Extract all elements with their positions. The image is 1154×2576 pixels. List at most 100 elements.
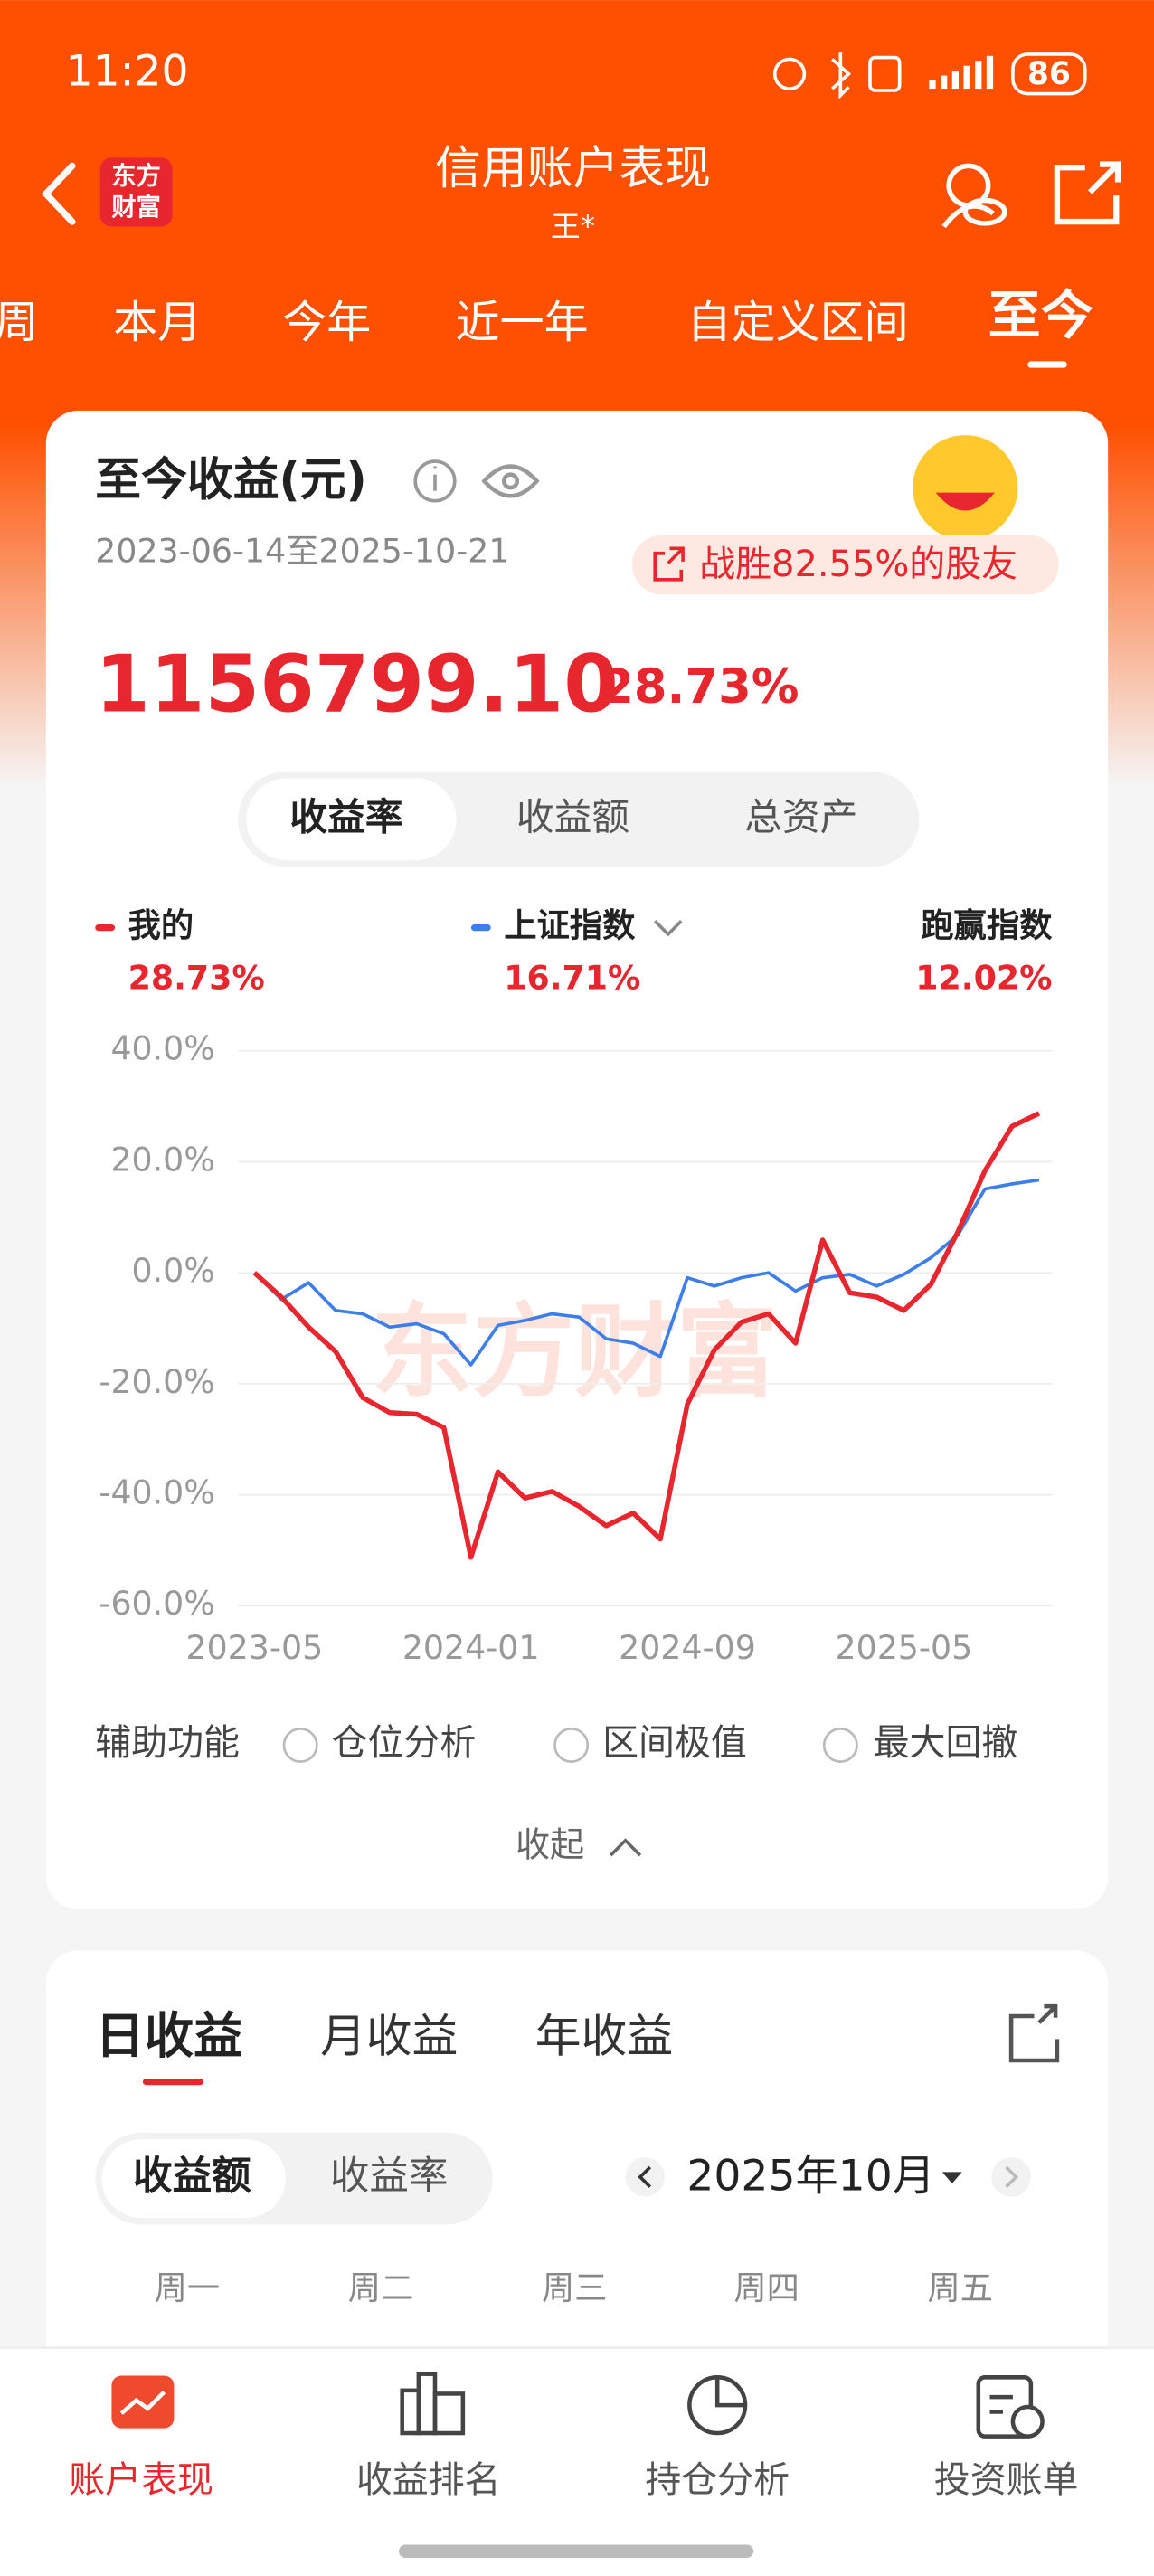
daily-mode[interactable]: 收益额 bbox=[133, 2155, 251, 2200]
collapse-button[interactable]: 收起 bbox=[516, 1825, 584, 1865]
radio[interactable] bbox=[282, 1727, 318, 1764]
home-indicator bbox=[399, 2544, 754, 2558]
nav-icon-line bbox=[119, 2391, 166, 2415]
summary-title: 至今收益(元) bbox=[95, 453, 367, 507]
y-tick-label: -40.0% bbox=[99, 1473, 214, 1512]
y-tick-label: 40.0% bbox=[110, 1029, 214, 1068]
nav-icon bbox=[111, 2375, 175, 2429]
daily-tab-indicator bbox=[142, 2078, 204, 2086]
weekday: 周一 bbox=[155, 2268, 221, 2307]
period-tab[interactable]: 本月 bbox=[113, 297, 202, 348]
rank-badge[interactable] bbox=[631, 535, 1059, 595]
mode-toggle-active bbox=[246, 778, 457, 861]
period-tab-active[interactable]: 至今 bbox=[988, 284, 1093, 346]
tab-indicator bbox=[1027, 361, 1067, 368]
x-tick-label: 2025-05 bbox=[836, 1628, 973, 1667]
account-button[interactable] bbox=[941, 163, 1007, 229]
x-tick-label: 2023-05 bbox=[186, 1628, 324, 1667]
nav-icon bbox=[687, 2375, 748, 2436]
y-tick-label: -60.0% bbox=[99, 1584, 214, 1623]
outperform-label: 跑赢指数 bbox=[921, 906, 1053, 945]
status-time: 11:20 bbox=[66, 47, 189, 97]
nav-icon bbox=[400, 2372, 466, 2436]
nav-item-active[interactable]: 账户表现 bbox=[69, 2459, 213, 2501]
period-tab[interactable]: 自定义区间 bbox=[687, 297, 909, 348]
tool-option[interactable]: 最大回撤 bbox=[874, 1722, 1018, 1764]
nav-item[interactable]: 投资账单 bbox=[934, 2459, 1079, 2501]
index-dropdown[interactable] bbox=[653, 920, 683, 937]
logo bbox=[99, 157, 173, 227]
x-tick-label: 2024-09 bbox=[619, 1628, 756, 1667]
back-button[interactable] bbox=[41, 162, 76, 225]
x-tick-label: 2024-01 bbox=[402, 1628, 540, 1667]
radio[interactable] bbox=[822, 1727, 858, 1764]
daily-card bbox=[45, 1950, 1109, 2477]
legend-swatch bbox=[95, 923, 116, 932]
nav-item[interactable]: 持仓分析 bbox=[645, 2459, 790, 2501]
daily-tab-active[interactable]: 日收益 bbox=[95, 2007, 242, 2065]
outperform-value: 12.02% bbox=[915, 959, 1052, 998]
radio[interactable] bbox=[553, 1727, 590, 1764]
page-title: 信用账户表现 bbox=[435, 141, 711, 194]
share-button[interactable] bbox=[1054, 161, 1121, 225]
y-tick-label: -20.0% bbox=[99, 1362, 214, 1401]
month-picker[interactable]: 2025年10月 bbox=[686, 2152, 935, 2202]
daily-tab[interactable]: 月收益 bbox=[320, 2009, 458, 2062]
info-icon[interactable] bbox=[413, 459, 457, 503]
profit-rate: 28.73% bbox=[601, 659, 799, 715]
weekday: 周三 bbox=[542, 2268, 608, 2307]
watermark: 东方财富 bbox=[371, 1293, 778, 1412]
period-tab[interactable]: 今年 bbox=[282, 297, 371, 348]
badge-icon bbox=[653, 546, 685, 582]
daily-share[interactable] bbox=[1008, 2003, 1060, 2063]
rank-badge-text: 战胜82.55%的股友 bbox=[699, 544, 1017, 585]
profit-amount: 1156799.10 bbox=[95, 638, 619, 730]
next-arrow bbox=[1005, 2165, 1019, 2189]
daily-tab[interactable]: 年收益 bbox=[535, 2009, 673, 2062]
battery-level: 86 bbox=[1027, 56, 1071, 92]
y-tick-label: 0.0% bbox=[132, 1251, 215, 1290]
bottom-nav bbox=[0, 2347, 1154, 2576]
series-line bbox=[253, 1178, 1040, 1367]
nav-item[interactable]: 收益排名 bbox=[356, 2459, 501, 2501]
daily-mode-active bbox=[101, 2139, 286, 2219]
chart: 40.0% 20.0% 0.0% -20.0% -40.0% -60.0% 2023-05 2… bbox=[99, 1029, 1053, 1667]
logo-text: 东方 bbox=[111, 162, 160, 191]
battery-frame bbox=[1011, 52, 1087, 96]
next-month[interactable] bbox=[991, 2157, 1031, 2197]
tools-label: 辅助功能 bbox=[95, 1722, 240, 1764]
month-dropdown bbox=[941, 2172, 962, 2184]
collapse-chevron bbox=[609, 1838, 642, 1857]
signal bbox=[929, 55, 994, 90]
tool-option[interactable]: 仓位分析 bbox=[332, 1722, 477, 1764]
mode-option[interactable]: 收益额 bbox=[516, 794, 629, 838]
period-tab[interactable]: 周 bbox=[0, 297, 39, 348]
weekday: 周二 bbox=[348, 2268, 414, 2307]
weekday: 周五 bbox=[928, 2268, 994, 2307]
date-range: 2023-06-14至2025-10-21 bbox=[95, 532, 509, 571]
status-icons bbox=[772, 52, 902, 99]
legend-swatch bbox=[470, 923, 491, 932]
tool-option[interactable]: 区间极值 bbox=[602, 1722, 747, 1764]
logo-text: 财富 bbox=[111, 193, 160, 222]
legend-label: 我的 bbox=[128, 906, 194, 945]
prev-arrow bbox=[638, 2165, 652, 2189]
mode-option[interactable]: 总资产 bbox=[744, 794, 857, 838]
legend-value: 28.73% bbox=[128, 959, 265, 998]
nav-icon bbox=[976, 2375, 1045, 2439]
period-tab[interactable]: 近一年 bbox=[456, 297, 589, 348]
series-line bbox=[252, 1111, 1041, 1560]
mode-option[interactable]: 收益率 bbox=[289, 794, 402, 838]
daily-mode[interactable]: 收益率 bbox=[330, 2155, 449, 2200]
y-tick-label: 20.0% bbox=[110, 1140, 214, 1179]
header-bg bbox=[0, 0, 1154, 427]
emoji-mouth bbox=[935, 492, 995, 511]
prev-month[interactable] bbox=[625, 2157, 666, 2197]
weekday: 周四 bbox=[733, 2268, 799, 2307]
page-subtitle: 王* bbox=[551, 209, 595, 243]
eye-icon[interactable] bbox=[481, 464, 540, 498]
emoji bbox=[913, 435, 1018, 541]
legend-label[interactable]: 上证指数 bbox=[504, 906, 636, 945]
